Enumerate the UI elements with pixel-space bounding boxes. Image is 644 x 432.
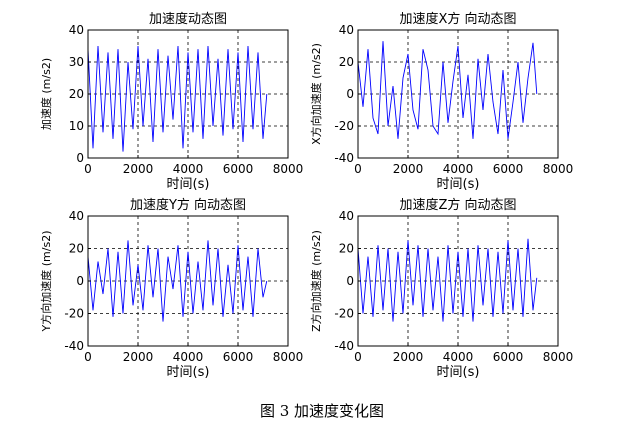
panel-1-y-tick-label: 10 [69, 119, 84, 133]
panel-1-x-tick-label: 6000 [223, 162, 254, 176]
panel-1-y-tick-label: 0 [76, 151, 84, 165]
panel-3-y-axis-label: Y方向加速度 (m/s2) [39, 231, 53, 333]
panel-2-title: 加速度X方 向动态图 [399, 11, 516, 27]
panel-2-y-tick-label: -40 [334, 151, 354, 165]
panel-1-x-tick-label: 8000 [273, 162, 304, 176]
panel-1-y-tick-label: 40 [69, 23, 84, 37]
panel-3-x-tick-label: 4000 [173, 350, 204, 364]
panel-4-x-tick-label: 6000 [493, 350, 524, 364]
panel-4-y-axis-label: Z方向加速度 (m/s2) [309, 230, 323, 332]
panel-3-title: 加速度Y方 向动态图 [130, 197, 246, 213]
panel-4-y-tick-label: 20 [339, 242, 354, 256]
panel-3-y-tick-label: 20 [69, 242, 84, 256]
panel-2-x-tick-label: 0 [354, 162, 362, 176]
panel-2-y-tick-label: 0 [346, 87, 354, 101]
panel-4-y-tick-label: 0 [346, 274, 354, 288]
panel-1-y-tick-label: 20 [69, 87, 84, 101]
panel-2-x-tick-label: 4000 [443, 162, 474, 176]
panel-2-x-tick-label: 6000 [493, 162, 524, 176]
panel-2-series-line [357, 41, 538, 139]
panel-1-y-tick-label: 30 [69, 55, 84, 69]
panel-4-x-tick-label: 0 [354, 350, 362, 364]
panel-2-y-tick-label: 40 [339, 23, 354, 37]
panel-1-y-axis-label: 加速度 (m/s2) [39, 58, 53, 130]
figure-caption: 图 3 加速度变化图 [259, 402, 385, 420]
panel-3-x-tick-label: 6000 [223, 350, 254, 364]
panel-3-x-tick-label: 8000 [273, 350, 304, 364]
panel-3-series-line [87, 240, 268, 322]
panel-4-x-tick-label: 4000 [443, 350, 474, 364]
panel-1-x-tick-label: 4000 [173, 162, 204, 176]
panel-4-y-tick-label: -20 [334, 307, 354, 321]
panel-3-x-tick-label: 0 [84, 350, 92, 364]
panel-3-y-tick-label: 0 [76, 274, 84, 288]
panel-1-plot-area [88, 30, 288, 158]
panel-4-series-line [357, 238, 538, 322]
panel-3-y-tick-label: -40 [64, 339, 84, 353]
panel-2-x-tick-label: 2000 [393, 162, 424, 176]
panel-4-y-tick-label: 40 [339, 209, 354, 223]
panel-2-y-tick-label: 20 [339, 55, 354, 69]
panel-2-y-axis-label: X方向加速度 (m/s2) [309, 43, 323, 145]
panel-1-x-axis-label: 时间(s) [167, 177, 210, 192]
panel-3-y-tick-label: 40 [69, 209, 84, 223]
panel-1-x-tick-label: 2000 [123, 162, 154, 176]
panel-1-x-tick-label: 0 [84, 162, 92, 176]
panel-4-x-tick-label: 8000 [543, 350, 574, 364]
panel-4-y-tick-label: -40 [334, 339, 354, 353]
panel-3-x-tick-label: 2000 [123, 350, 154, 364]
panel-1-title: 加速度动态图 [149, 11, 227, 27]
panel-4-x-axis-label: 时间(s) [437, 365, 480, 380]
panel-2-x-tick-label: 8000 [543, 162, 574, 176]
panel-3-x-axis-label: 时间(s) [167, 365, 210, 380]
panel-1-series-line [87, 45, 268, 152]
panel-4-title: 加速度Z方 向动态图 [399, 197, 516, 213]
panel-2-y-tick-label: -20 [334, 119, 354, 133]
panel-3-y-tick-label: -20 [64, 307, 84, 321]
panel-4-x-tick-label: 2000 [393, 350, 424, 364]
panel-2-x-axis-label: 时间(s) [437, 177, 480, 192]
